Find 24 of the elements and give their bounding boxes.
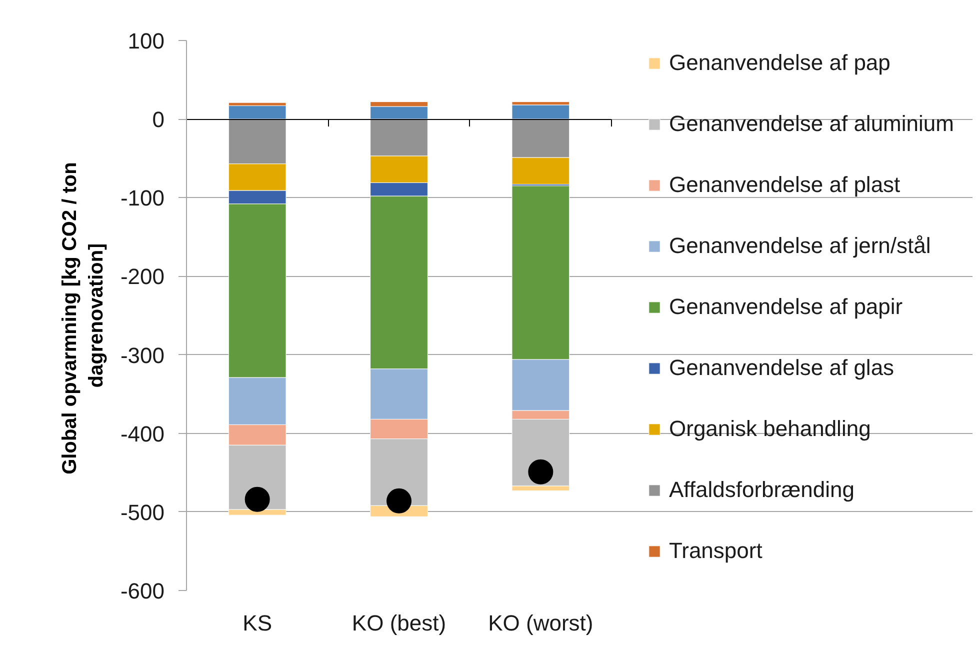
y-tick-label: -300 bbox=[120, 342, 165, 368]
y-tick-label: -400 bbox=[120, 421, 165, 446]
point bbox=[244, 486, 270, 512]
legend-label: Affaldsforbrænding bbox=[669, 477, 854, 503]
y-tick-label: -600 bbox=[120, 578, 165, 604]
y-tick-label: 100 bbox=[128, 28, 165, 54]
legend-label: Genanvendelse af aluminium bbox=[669, 111, 954, 137]
y-tick-label: -200 bbox=[120, 264, 165, 290]
point bbox=[386, 488, 412, 514]
legend-label: Genanvendelse af pap bbox=[669, 50, 890, 76]
y-tick-label: 0 bbox=[152, 107, 165, 132]
x-tick-label: KO (best) bbox=[352, 610, 446, 636]
y-tick-label: -100 bbox=[120, 186, 165, 211]
legend-label: Genanvendelse af papir bbox=[669, 294, 903, 320]
legend-label: Organisk behandling bbox=[669, 416, 871, 442]
point bbox=[528, 459, 554, 484]
x-tick-label: KO (worst) bbox=[488, 610, 594, 636]
legend-label: Genanvendelse af glas bbox=[669, 355, 894, 381]
legend-label: Genanvendelse af jern/stål bbox=[669, 233, 931, 259]
y-tick-label: -500 bbox=[120, 500, 165, 525]
legend-label: Genanvendelse af plast bbox=[669, 172, 900, 198]
legend-label: Transport bbox=[669, 538, 762, 564]
x-tick-label: KS bbox=[242, 610, 272, 636]
y-axis-title: Global opvarmning [kg CO2 / ton dagrenovation] bbox=[59, 162, 108, 474]
